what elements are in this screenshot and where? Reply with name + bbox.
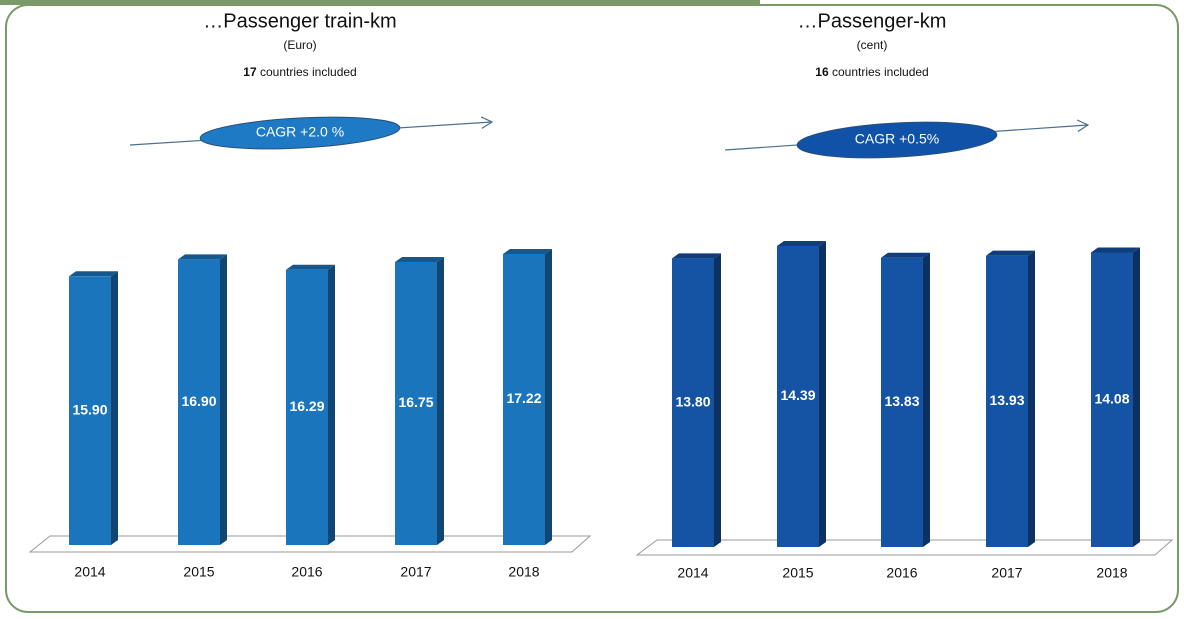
x-tick-label: 2014	[74, 564, 105, 580]
bar-side	[328, 264, 335, 545]
bar	[986, 255, 1028, 548]
floor	[635, 539, 1174, 556]
chart-note: 16 countries included	[815, 65, 928, 79]
bar	[178, 259, 220, 545]
value-label: 16.75	[398, 394, 433, 410]
bar-side	[111, 271, 118, 545]
arrow-head	[480, 116, 494, 129]
bar	[777, 246, 819, 547]
bar	[881, 257, 923, 547]
bar-side	[545, 249, 552, 545]
bar	[69, 276, 111, 545]
x-tick-label: 2015	[183, 564, 214, 580]
value-label: 14.08	[1094, 390, 1129, 406]
note-text: countries included	[260, 65, 357, 79]
bar-side	[714, 253, 721, 548]
x-tick-label: 2015	[782, 565, 813, 581]
bar	[286, 269, 328, 545]
bar-side	[1133, 247, 1140, 547]
chart-title: …Passenger-km	[798, 10, 947, 32]
value-label: 15.90	[72, 401, 107, 417]
x-tick-label: 2017	[991, 565, 1022, 581]
value-label: 16.29	[289, 398, 324, 414]
note-text: countries included	[832, 65, 929, 79]
cagr-label: CAGR +2.0 %	[256, 124, 344, 140]
note-count: 17	[243, 65, 257, 79]
bar-top	[672, 253, 721, 259]
chart-title: …Passenger train-km	[203, 10, 396, 32]
x-tick-label: 2018	[508, 564, 539, 580]
bar-top	[69, 271, 118, 277]
bar-top	[178, 254, 227, 260]
bar	[395, 261, 437, 545]
x-tick-label: 2017	[400, 564, 431, 580]
x-tick-label: 2016	[886, 565, 917, 581]
bar-top	[395, 256, 444, 262]
bar-side	[220, 254, 227, 546]
bar-top	[503, 249, 552, 254]
cagr-badge	[199, 116, 401, 150]
bar-top	[881, 252, 930, 258]
chart-subtitle: (Euro)	[283, 38, 316, 52]
bar-side	[1028, 250, 1035, 548]
x-tick-label: 2014	[677, 565, 708, 581]
header-tab	[0, 0, 760, 5]
value-label: 13.80	[675, 393, 710, 409]
chart-note: 17 countries included	[243, 65, 356, 79]
x-tick-label: 2018	[1096, 565, 1127, 581]
bar-top	[1091, 247, 1140, 253]
value-label: 17.22	[506, 390, 541, 406]
bar-top	[986, 250, 1035, 256]
frame	[5, 4, 1179, 613]
bar-side	[437, 256, 444, 545]
bar	[1091, 252, 1133, 547]
bar-side	[819, 241, 826, 547]
x-tick-label: 2016	[291, 564, 322, 580]
note-count: 16	[815, 65, 829, 79]
cagr-badge	[796, 121, 998, 159]
bar-top	[286, 264, 335, 270]
value-label: 16.90	[181, 393, 216, 409]
bar	[672, 258, 714, 547]
bar-top	[777, 241, 826, 246]
value-label: 13.93	[989, 392, 1024, 408]
value-label: 14.39	[780, 387, 815, 403]
bar	[503, 254, 545, 545]
bar-side	[923, 252, 930, 547]
cagr-label: CAGR +0.5%	[855, 131, 939, 147]
chart-subtitle: (cent)	[857, 38, 888, 52]
value-label: 13.83	[884, 393, 919, 409]
arrow-head	[1076, 119, 1090, 132]
